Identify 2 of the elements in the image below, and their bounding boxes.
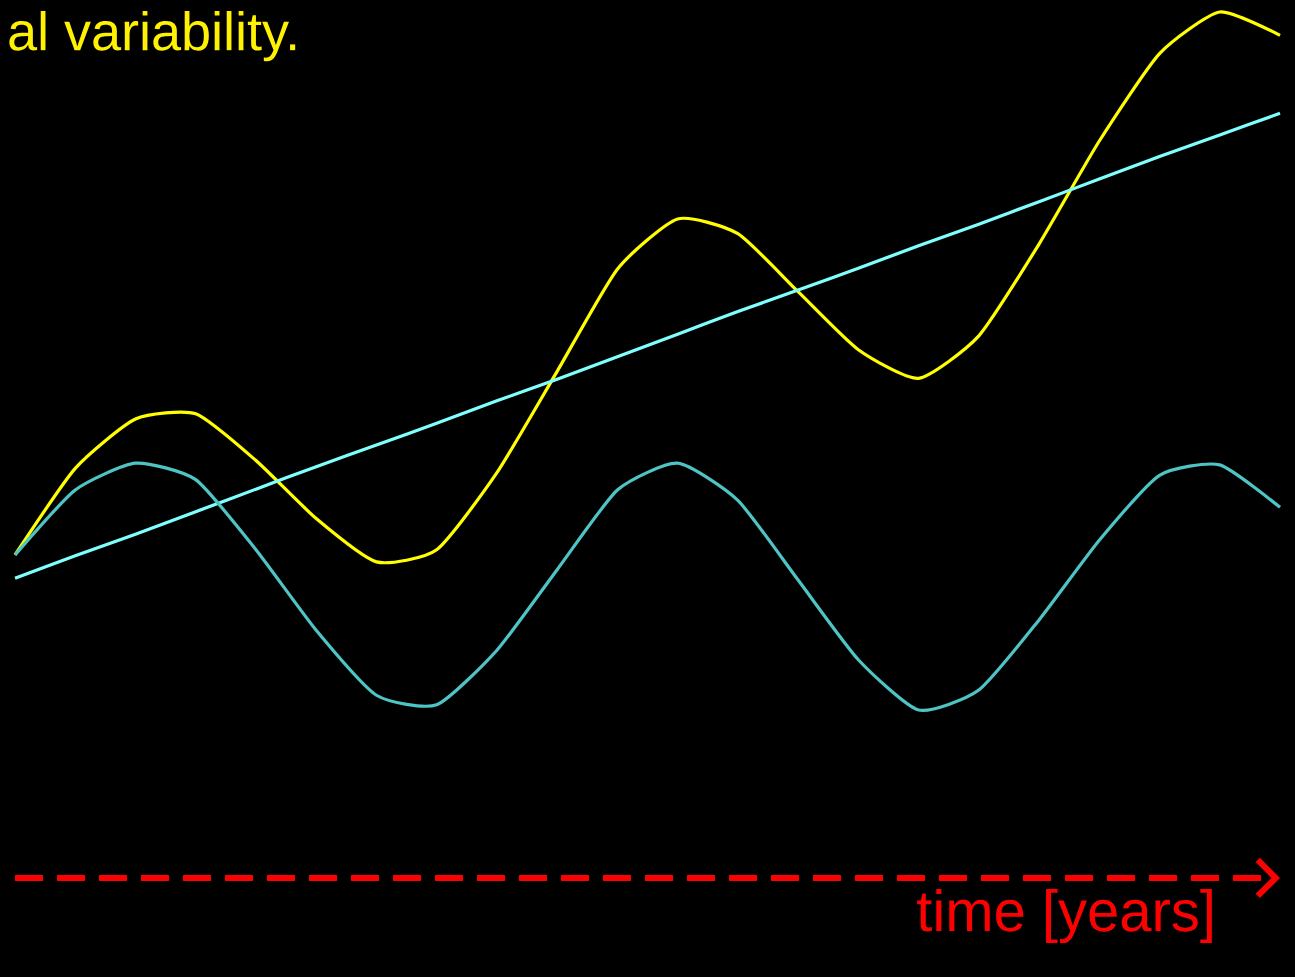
x-axis-title: time [years] (917, 889, 1212, 944)
annotation: al variability. (9, 11, 296, 62)
